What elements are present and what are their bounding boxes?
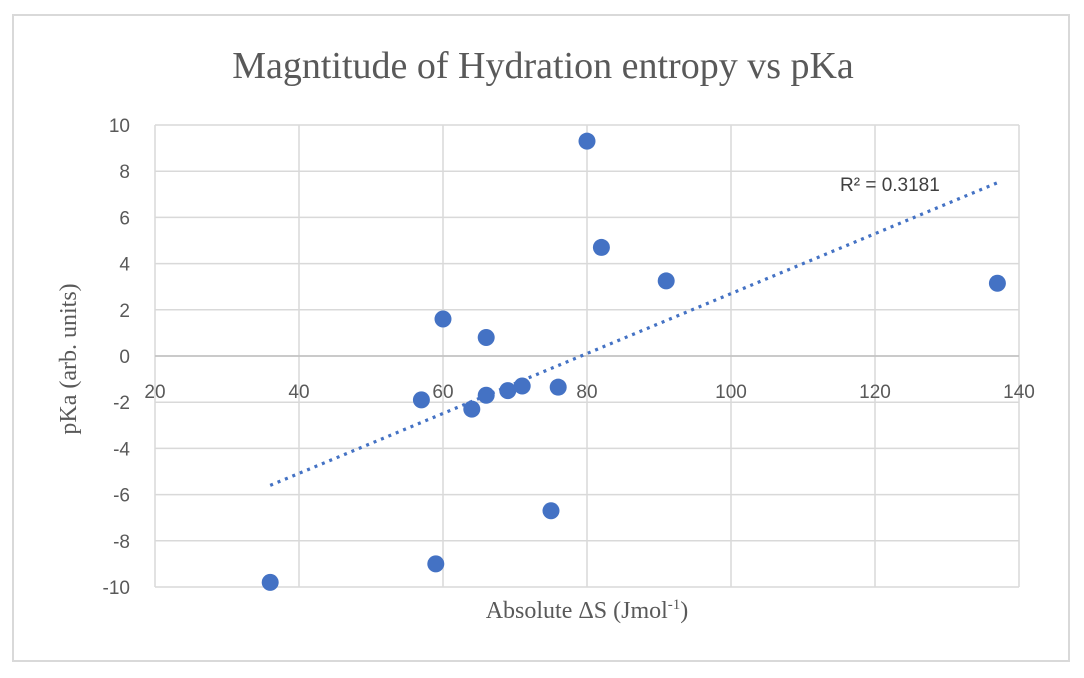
- y-tick-label: 4: [119, 255, 130, 276]
- chart-title: Magntitude of Hydration entropy vs pKa: [232, 45, 854, 87]
- data-point: [477, 386, 495, 404]
- x-tick-label: 120: [859, 382, 891, 403]
- data-points: [261, 132, 1006, 591]
- x-tick-label: 60: [432, 382, 453, 403]
- x-axis-title-superscript: -1: [668, 597, 681, 613]
- y-tick-label: 0: [119, 347, 130, 368]
- data-point: [592, 238, 610, 256]
- y-tick-label: -10: [103, 578, 130, 599]
- trendline: [269, 181, 999, 487]
- x-tick-label: 20: [144, 382, 165, 403]
- data-point: [499, 382, 517, 400]
- data-point: [434, 310, 452, 328]
- data-point: [261, 573, 279, 591]
- x-axis-title-main: Absolute ΔS (Jmol: [486, 598, 668, 624]
- y-tick-label: -6: [113, 486, 130, 507]
- trendline-group: [269, 181, 999, 487]
- x-axis-title-suffix: ): [680, 598, 688, 624]
- grid-lines: [154, 124, 1020, 588]
- data-point: [477, 329, 495, 347]
- x-axis-title: Absolute ΔS (Jmol-1): [486, 597, 689, 624]
- data-point: [463, 400, 481, 418]
- chart-svg: Magntitude of Hydration entropy vs pKa 1…: [56, 45, 1035, 624]
- y-tick-label: 10: [109, 116, 130, 137]
- x-tick-label: 140: [1003, 382, 1035, 403]
- x-tick-label: 80: [576, 382, 597, 403]
- y-tick-label: 2: [119, 301, 130, 322]
- data-point: [988, 274, 1006, 292]
- data-point: [549, 378, 567, 396]
- y-tick-label: -4: [113, 439, 130, 460]
- data-point: [578, 132, 596, 150]
- data-point: [412, 391, 430, 409]
- data-point: [513, 377, 531, 395]
- y-tick-label: -8: [113, 532, 130, 553]
- data-point: [427, 555, 445, 573]
- data-point: [542, 502, 560, 520]
- y-tick-label: 6: [119, 208, 130, 229]
- chart-area: Magntitude of Hydration entropy vs pKa 1…: [12, 14, 1070, 662]
- x-tick-label: 100: [715, 382, 747, 403]
- y-tick-label: 8: [119, 162, 130, 183]
- r-squared-label: R² = 0.3181: [840, 175, 940, 196]
- y-axis-title: pKa (arb. units): [56, 283, 82, 434]
- x-tick-label: 40: [288, 382, 309, 403]
- data-point: [657, 272, 675, 290]
- y-tick-label: -2: [113, 393, 130, 414]
